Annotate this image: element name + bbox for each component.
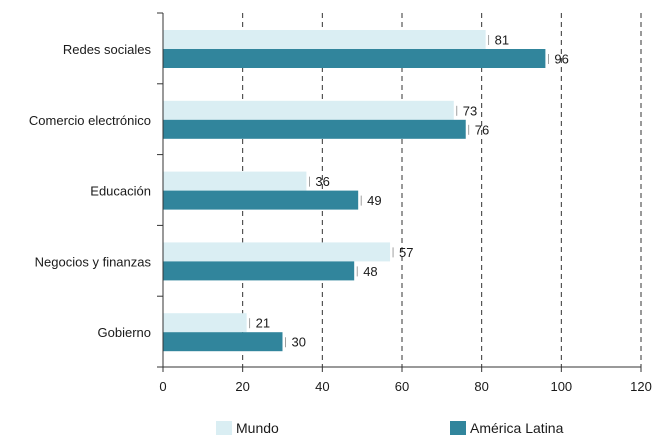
data-label-mundo-gobierno: 21 [256, 316, 270, 331]
axes [157, 12, 642, 372]
bar-mundo-gobierno [163, 313, 247, 333]
category-label-educacion: Educación [90, 184, 151, 199]
x-tick-label-120: 120 [630, 379, 652, 394]
legend-swatch-mundo [216, 421, 232, 435]
category-label-gobierno: Gobierno [98, 325, 151, 340]
legend-item-mundo: Mundo [216, 420, 279, 436]
bars [163, 30, 546, 352]
x-tick-label-100: 100 [550, 379, 572, 394]
bar-america-latina-redes-sociales [163, 49, 546, 68]
data-label-mundo-redes-sociales: 81 [495, 33, 509, 48]
legend: Mundo América Latina [0, 420, 653, 438]
legend-label-america-latina: América Latina [470, 420, 564, 436]
legend-label-mundo: Mundo [236, 420, 279, 436]
data-label-mundo-negocios-y-finanzas: 57 [399, 245, 413, 260]
x-tick-label-20: 20 [235, 379, 249, 394]
bar-america-latina-comercio-electronico [163, 119, 466, 139]
data-label-mundo-comercio-electronico: 73 [463, 103, 477, 118]
bar-america-latina-gobierno [163, 332, 283, 352]
data-label-mundo-educacion: 36 [315, 174, 329, 189]
category-label-negocios-y-finanzas: Negocios y finanzas [35, 254, 152, 269]
category-label-redes-sociales: Redes sociales [63, 42, 152, 57]
x-tick-label-60: 60 [395, 379, 409, 394]
labels: 81 96 Redes sociales 73 76 Comercio electróni… [29, 33, 652, 395]
data-label-america-latina-gobierno: 30 [292, 335, 306, 350]
gridlines [242, 13, 642, 367]
bar-mundo-negocios-y-finanzas [163, 242, 391, 262]
data-label-america-latina-comercio-electronico: 76 [475, 122, 489, 137]
bar-mundo-redes-sociales [163, 30, 486, 49]
bar-mundo-comercio-electronico [163, 100, 454, 120]
category-label-comercio-electronico: Comercio electrónico [29, 113, 151, 128]
data-label-america-latina-negocios-y-finanzas: 48 [363, 264, 377, 279]
bar-america-latina-negocios-y-finanzas [163, 261, 355, 281]
x-tick-label-80: 80 [474, 379, 488, 394]
data-label-america-latina-educacion: 49 [367, 193, 381, 208]
bar-mundo-educacion [163, 171, 307, 191]
legend-swatch-america-latina [450, 421, 466, 435]
legend-item-america-latina: América Latina [450, 420, 563, 436]
x-tick-label-40: 40 [315, 379, 329, 394]
bar-america-latina-educacion [163, 190, 359, 210]
x-tick-label-0: 0 [159, 379, 166, 394]
data-label-america-latina-redes-sociales: 96 [554, 52, 568, 67]
